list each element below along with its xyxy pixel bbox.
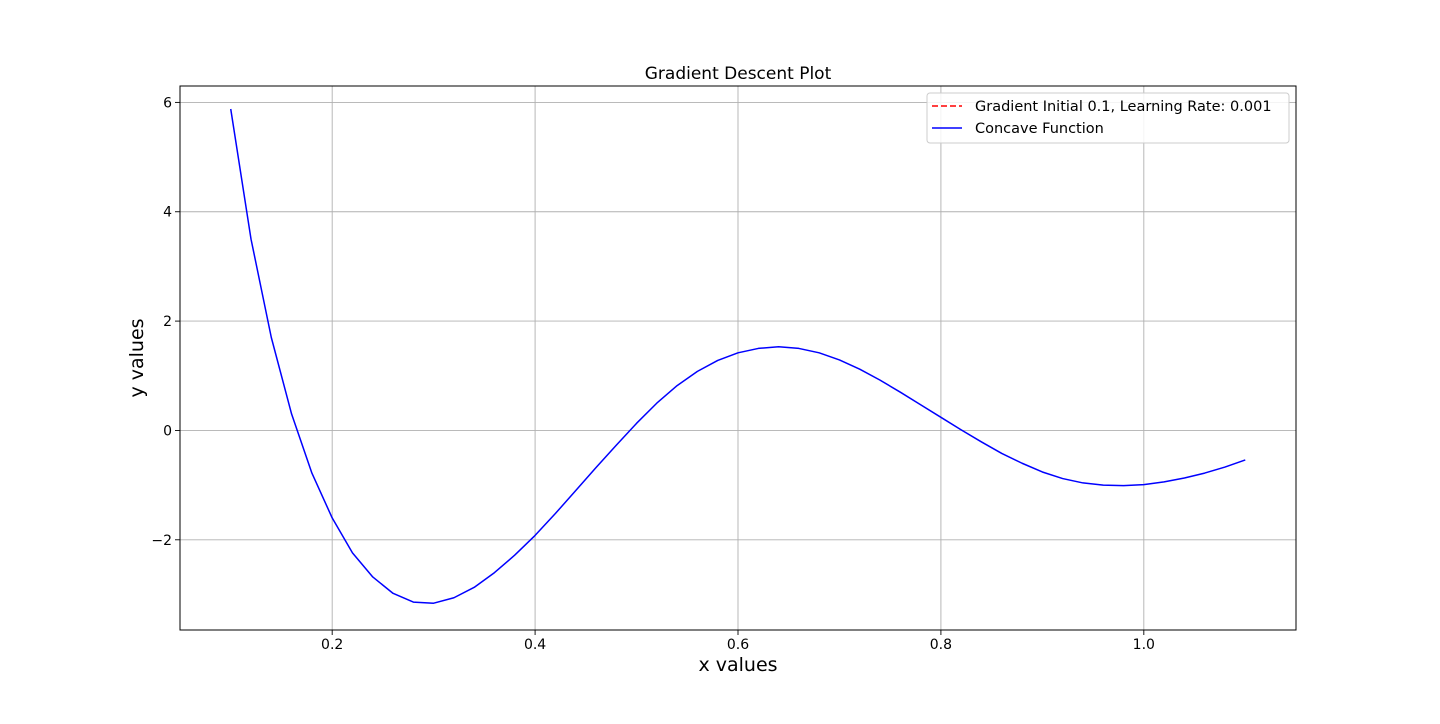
legend: Gradient Initial 0.1, Learning Rate: 0.0… — [926, 92, 1290, 144]
y-tick-label: 2 — [163, 314, 172, 330]
y-axis-label: y values — [126, 318, 148, 397]
tick-layer: 0.2 0.4 0.6 0.8 1.0 −2 0 2 4 6 — [151, 95, 1155, 653]
grid-layer — [180, 86, 1296, 630]
x-tick-label: 0.8 — [930, 637, 952, 653]
legend-label: Concave Function — [975, 121, 1104, 137]
series-line — [229, 108, 1246, 604]
y-tick-label: 0 — [163, 423, 172, 439]
series-layer — [229, 108, 1246, 604]
x-axis-label: x values — [698, 654, 777, 676]
y-tick-label: 6 — [163, 95, 172, 111]
x-tick-label: 1.0 — [1133, 637, 1155, 653]
legend-label: Gradient Initial 0.1, Learning Rate: 0.0… — [975, 99, 1272, 115]
chart-title: Gradient Descent Plot — [645, 64, 832, 84]
x-tick-label: 0.4 — [524, 637, 546, 653]
y-tick-label: 4 — [163, 205, 172, 221]
y-tick-label: −2 — [151, 533, 172, 549]
legend-box — [926, 92, 1290, 144]
x-tick-label: 0.6 — [727, 637, 749, 653]
x-tick-label: 0.2 — [321, 637, 343, 653]
